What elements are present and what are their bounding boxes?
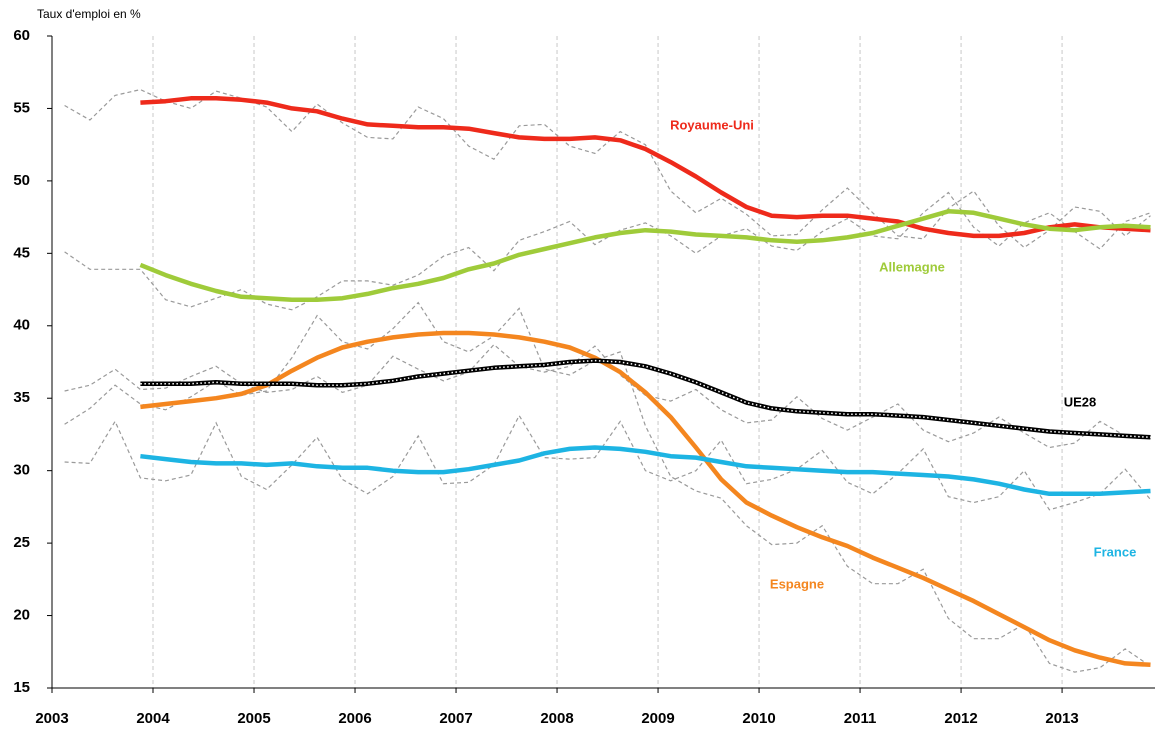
x-tick-label: 2006 xyxy=(338,710,371,727)
y-tick-label: 40 xyxy=(13,317,30,334)
x-tick-label: 2010 xyxy=(742,710,775,727)
y-tick-label: 35 xyxy=(13,389,30,406)
x-tick-label: 2003 xyxy=(35,710,68,727)
raw-line xyxy=(64,88,1151,249)
trend-line-hatch xyxy=(140,359,1151,439)
series-label: Allemagne xyxy=(879,259,945,274)
trend-line xyxy=(140,445,1151,497)
x-tick-label: 2011 xyxy=(844,710,877,727)
y-tick-label: 50 xyxy=(13,172,30,189)
trend-line xyxy=(140,330,1151,668)
series-label: UE28 xyxy=(1064,394,1097,409)
x-tick-label: 2005 xyxy=(237,710,270,727)
series-label: Royaume-Uni xyxy=(670,117,754,132)
y-axis-label: Taux d'emploi en % xyxy=(37,7,141,21)
x-tick-label: 2004 xyxy=(136,710,170,727)
y-tick-label: 55 xyxy=(13,99,30,116)
x-tick-label: 2013 xyxy=(1045,710,1078,727)
trend-line xyxy=(139,209,1151,302)
x-tick-label: 2009 xyxy=(641,710,674,727)
x-tick-label: 2008 xyxy=(540,710,573,727)
series-label: France xyxy=(1094,544,1137,559)
y-tick-label: 25 xyxy=(13,534,30,551)
y-tick-label: 20 xyxy=(13,607,30,624)
trend-line xyxy=(140,96,1151,239)
y-tick-label: 60 xyxy=(13,27,30,44)
raw-line xyxy=(64,414,1151,511)
series-label: Espagne xyxy=(770,576,824,591)
y-tick-label: 45 xyxy=(13,244,30,261)
y-tick-label: 30 xyxy=(13,462,30,479)
x-tick-label: 2012 xyxy=(944,710,977,727)
raw-line xyxy=(64,301,1151,673)
x-tick-label: 2007 xyxy=(439,710,472,727)
y-tick-label: 15 xyxy=(13,679,30,696)
